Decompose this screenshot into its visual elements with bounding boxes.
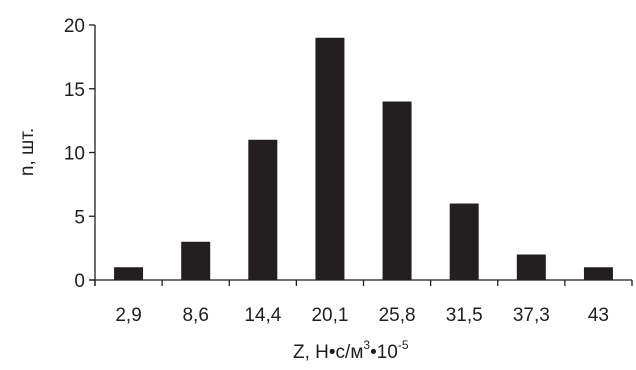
bar-37,3 [516,254,546,280]
y-axis-title: n, шт. [17,128,38,176]
x-axis-title-sup2: -5 [398,338,409,352]
x-tick-label-43: 43 [588,305,609,326]
y-tick-label-5: 5 [74,207,85,228]
axes-group [89,24,633,286]
x-tick-label-14,4: 14,4 [244,305,281,326]
bar-2,9 [114,267,144,280]
x-tick-label-20,1: 20,1 [311,305,348,326]
bar-31,5 [449,203,479,280]
y-tick-label-15: 15 [64,80,85,101]
bar-14,4 [248,139,278,280]
y-tick-label-0: 0 [74,271,85,292]
y-tick-label-20: 20 [64,16,85,37]
x-axis-title-sup1: 3 [363,338,370,352]
x-tick-label-25,8: 25,8 [379,305,416,326]
tick-labels-group: 0 5 10 15 20 2,9 8,6 14,4 20,1 25,8 31,5 37,3 43 [64,16,609,326]
x-tick-label-2,9: 2,9 [115,305,141,326]
x-tick-label-31,5: 31,5 [446,305,483,326]
y-tick-label-10: 10 [64,144,85,165]
bars-group [114,37,613,280]
bar-43 [583,267,613,280]
x-axis-title-main: Z, Н•с/м [293,342,363,363]
x-tick-label-8,6: 8,6 [182,305,208,326]
x-tick-label-37,3: 37,3 [513,305,550,326]
x-axis-title: Z, Н•с/м3•10-5 [293,338,409,363]
bar-25,8 [382,101,412,280]
bar-8,6 [181,241,211,280]
bar-20,1 [315,37,345,280]
x-axis-title-mid: •10 [370,342,398,363]
